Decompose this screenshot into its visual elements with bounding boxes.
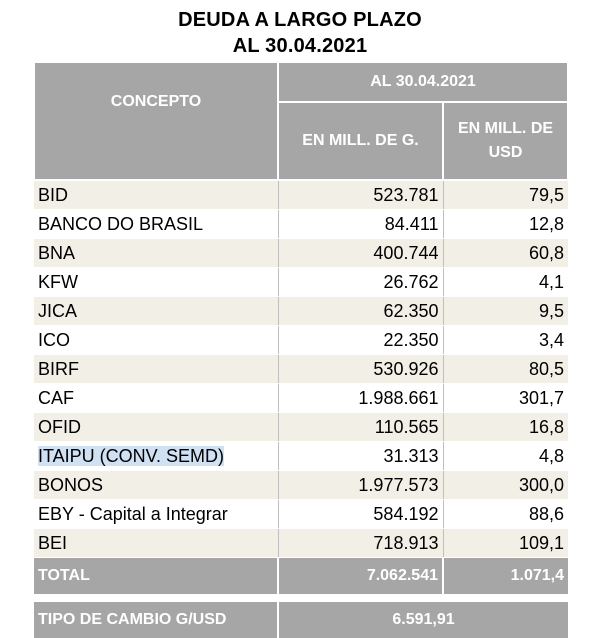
- row-value-usd: 16,8: [443, 412, 568, 442]
- table-row: OFID 110.565 16,8: [34, 412, 568, 442]
- row-value-g: 1.977.573: [278, 470, 444, 500]
- header-col-usd: EN MILL. DE USD: [442, 101, 569, 181]
- table-row: CAF 1.988.661 301,7: [34, 383, 568, 413]
- table-row: EBY - Capital a Integrar 584.192 88,6: [34, 499, 568, 529]
- exchange-rate-value: 6.591,91: [278, 602, 568, 638]
- row-value-usd: 79,5: [443, 180, 568, 210]
- row-value-g: 26.762: [278, 267, 444, 297]
- header-date: AL 30.04.2021: [277, 60, 569, 104]
- row-value-usd: 80,5: [443, 354, 568, 384]
- debt-table: CONCEPTO AL 30.04.2021 EN MILL. DE G. EN…: [33, 60, 569, 638]
- row-concepto: BANCO DO BRASIL: [34, 209, 279, 239]
- table-row: BNA 400.744 60,8: [34, 238, 568, 268]
- total-row: TOTAL 7.062.541 1.071,4: [34, 557, 568, 594]
- header-col-g: EN MILL. DE G.: [277, 101, 444, 181]
- page-title: DEUDA A LARGO PLAZO: [178, 9, 422, 31]
- row-value-usd: 4,8: [443, 441, 568, 471]
- row-concepto: OFID: [34, 412, 279, 442]
- total-label: TOTAL: [34, 557, 279, 594]
- row-value-g: 584.192: [278, 499, 444, 529]
- row-value-g: 22.350: [278, 325, 444, 355]
- table-body: BID 523.781 79,5 BANCO DO BRASIL 84.411 12,8 B…: [34, 180, 568, 558]
- table-row: BANCO DO BRASIL 84.411 12,8: [34, 209, 568, 239]
- row-concepto: BIRF: [34, 354, 279, 384]
- row-value-g: 530.926: [278, 354, 444, 384]
- highlighted-text: ITAIPU (CONV. SEMD): [38, 445, 225, 466]
- row-concepto: BONOS: [34, 470, 279, 500]
- exchange-rate-label: TIPO DE CAMBIO G/USD: [34, 602, 279, 638]
- table-row: BID 523.781 79,5: [34, 180, 568, 210]
- row-value-g: 84.411: [278, 209, 444, 239]
- row-concepto: ITAIPU (CONV. SEMD): [34, 441, 279, 471]
- row-value-usd: 301,7: [443, 383, 568, 413]
- row-concepto: KFW: [34, 267, 279, 297]
- exchange-rate-row: TIPO DE CAMBIO G/USD 6.591,91: [34, 602, 568, 638]
- row-concepto: BID: [34, 180, 279, 210]
- row-concepto: BEI: [34, 528, 279, 558]
- row-concepto: EBY - Capital a Integrar: [34, 499, 279, 529]
- row-concepto: CAF: [34, 383, 279, 413]
- row-value-usd: 88,6: [443, 499, 568, 529]
- table-row: BEI 718.913 109,1: [34, 528, 568, 558]
- row-value-usd: 109,1: [443, 528, 568, 558]
- total-g: 7.062.541: [278, 557, 444, 594]
- row-concepto: JICA: [34, 296, 279, 326]
- page-subtitle: AL 30.04.2021: [232, 35, 368, 57]
- row-value-usd: 3,4: [443, 325, 568, 355]
- row-value-g: 400.744: [278, 238, 444, 268]
- table-row: BONOS 1.977.573 300,0: [34, 470, 568, 500]
- row-value-g: 523.781: [278, 180, 444, 210]
- row-value-usd: 12,8: [443, 209, 568, 239]
- table-row: JICA 62.350 9,5: [34, 296, 568, 326]
- header-concepto: CONCEPTO: [33, 61, 279, 181]
- table-row: BIRF 530.926 80,5: [34, 354, 568, 384]
- row-value-g: 62.350: [278, 296, 444, 326]
- row-concepto: BNA: [34, 238, 279, 268]
- row-value-usd: 4,1: [443, 267, 568, 297]
- row-value-g: 718.913: [278, 528, 444, 558]
- total-usd: 1.071,4: [443, 557, 568, 594]
- table-row: ICO 22.350 3,4: [34, 325, 568, 355]
- row-value-usd: 60,8: [443, 238, 568, 268]
- row-value-g: 110.565: [278, 412, 444, 442]
- row-value-g: 1.988.661: [278, 383, 444, 413]
- table-row: ITAIPU (CONV. SEMD) 31.313 4,8: [34, 441, 568, 471]
- row-value-usd: 9,5: [443, 296, 568, 326]
- row-concepto: ICO: [34, 325, 279, 355]
- row-value-g: 31.313: [278, 441, 444, 471]
- table-row: KFW 26.762 4,1: [34, 267, 568, 297]
- row-value-usd: 300,0: [443, 470, 568, 500]
